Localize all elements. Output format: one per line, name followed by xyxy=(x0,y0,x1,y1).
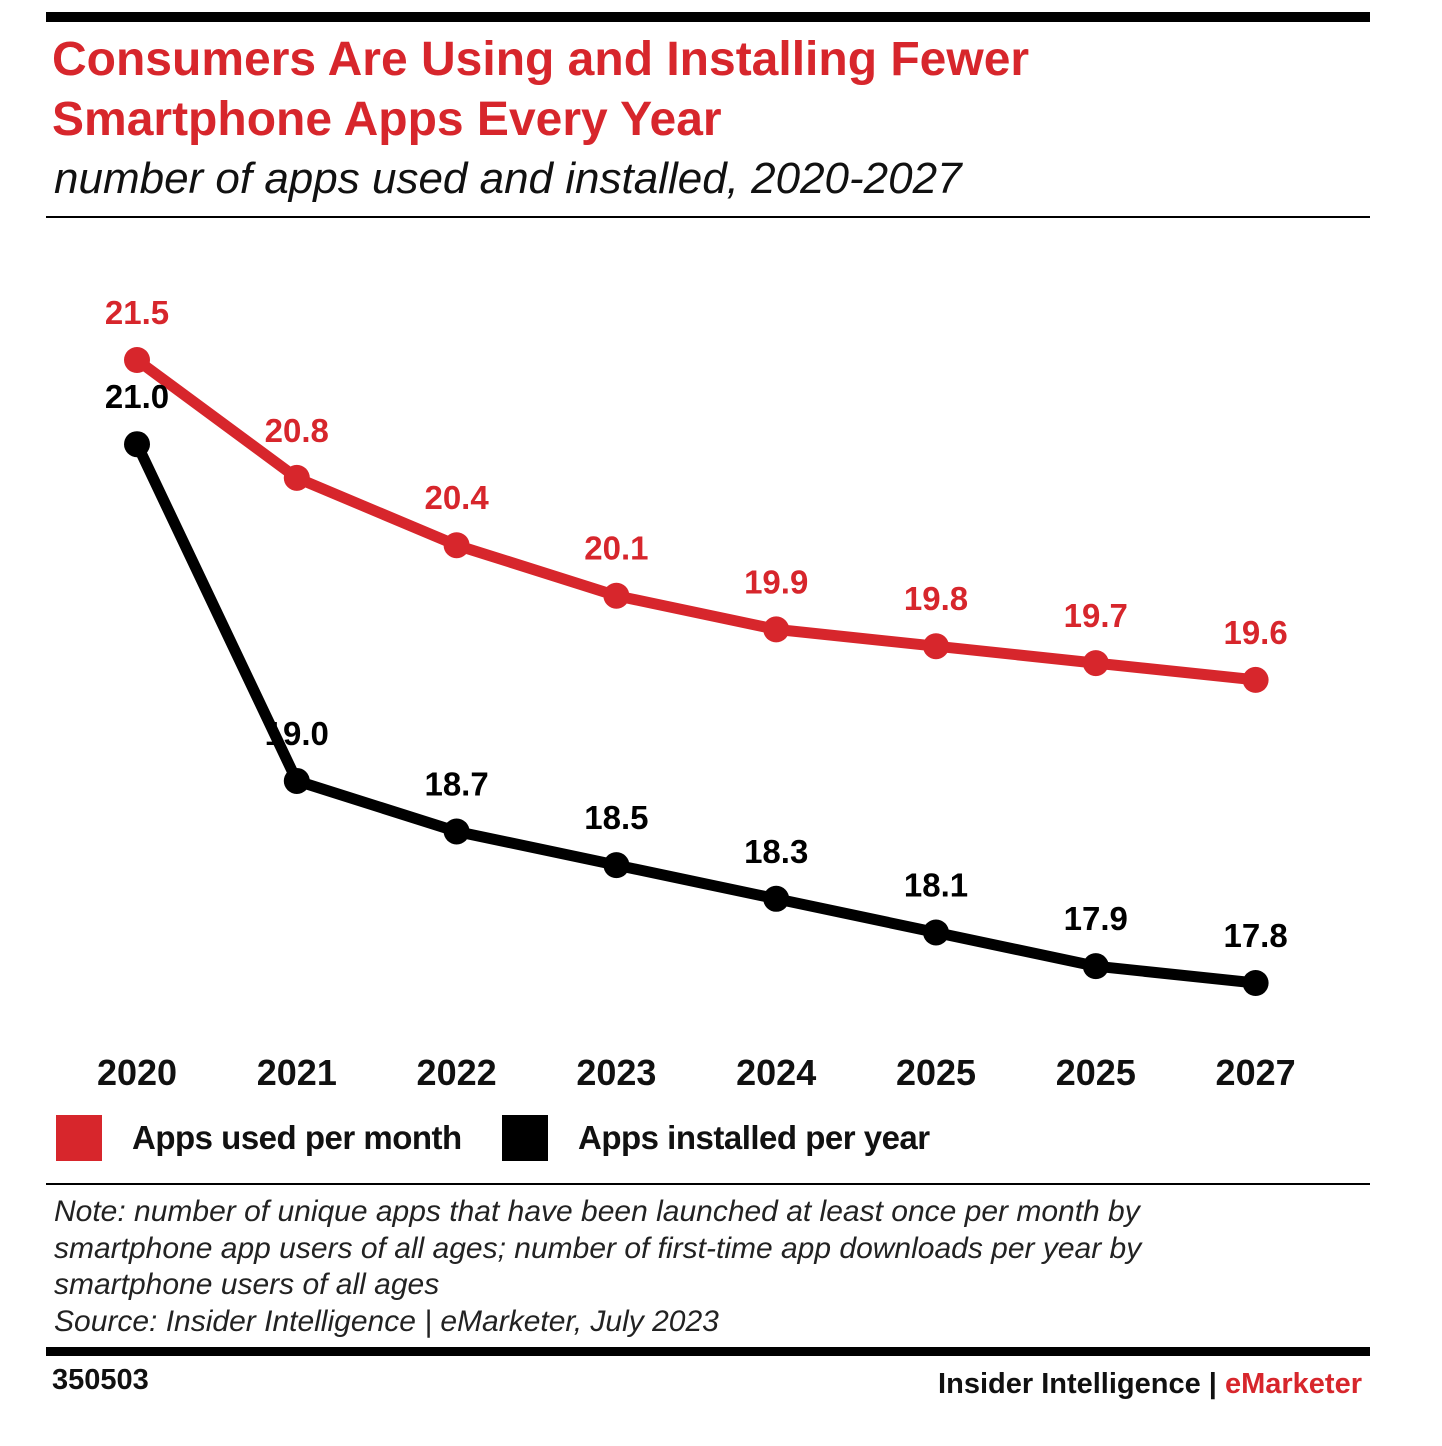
data-point-apps-installed xyxy=(763,885,790,912)
data-point-apps-used xyxy=(1242,666,1269,693)
series-line-apps-used xyxy=(131,354,1262,686)
legend-item-apps-used: Apps used per month xyxy=(56,1114,462,1162)
data-point-apps-used xyxy=(443,532,470,559)
data-label-apps-installed: 19.0 xyxy=(265,715,329,752)
note-rule xyxy=(46,1183,1370,1185)
footnote: Note: number of unique apps that have be… xyxy=(54,1194,1354,1340)
data-point-apps-used xyxy=(124,347,150,373)
top-rule xyxy=(46,12,1370,22)
legend-label-apps-used: Apps used per month xyxy=(132,1119,462,1156)
legend-label-apps-installed: Apps installed per year xyxy=(578,1119,930,1156)
data-point-apps-installed xyxy=(923,919,949,946)
chart-title: Consumers Are Using and Installing Fewer… xyxy=(52,33,1030,146)
note-line-2: smartphone app users of all ages; number… xyxy=(54,1231,1142,1265)
legend-swatch-black xyxy=(502,1115,548,1161)
data-point-apps-installed xyxy=(283,767,310,794)
data-point-apps-installed xyxy=(603,852,630,879)
data-point-apps-installed xyxy=(443,818,470,845)
data-label-apps-used: 20.8 xyxy=(265,412,329,449)
data-label-apps-used: 19.8 xyxy=(904,580,968,617)
data-label-apps-used: 20.4 xyxy=(424,479,489,516)
legend-item-apps-installed: Apps installed per year xyxy=(502,1114,930,1162)
data-label-apps-used: 19.7 xyxy=(1064,597,1128,634)
data-point-apps-used xyxy=(1082,650,1109,677)
x-tick-label: 2020 xyxy=(97,1052,177,1093)
x-tick-label: 2024 xyxy=(736,1052,816,1093)
data-point-apps-installed xyxy=(1242,970,1269,996)
data-label-apps-installed: 18.7 xyxy=(424,765,488,802)
data-label-apps-used: 21.5 xyxy=(105,294,169,331)
data-point-apps-installed xyxy=(1082,953,1109,980)
series-line-apps-installed xyxy=(131,438,1262,989)
brand-main: Insider Intelligence | xyxy=(938,1368,1225,1400)
data-point-apps-used xyxy=(283,464,310,491)
brand-accent: eMarketer xyxy=(1224,1368,1362,1400)
bottom-rule xyxy=(46,1347,1370,1356)
data-label-apps-installed: 17.8 xyxy=(1223,917,1287,954)
x-tick-label: 2025 xyxy=(896,1052,976,1093)
data-point-apps-used xyxy=(763,616,790,643)
data-label-apps-installed: 21.0 xyxy=(105,378,169,415)
x-tick-label: 2022 xyxy=(417,1052,497,1093)
x-tick-label: 2023 xyxy=(576,1052,656,1093)
data-label-apps-used: 20.1 xyxy=(584,530,648,567)
brand-logo: Insider Intelligence | eMarketer xyxy=(938,1368,1362,1401)
data-label-apps-used: 19.6 xyxy=(1223,614,1287,651)
source-line: Source: Insider Intelligence | eMarketer… xyxy=(54,1304,719,1338)
data-label-apps-installed: 17.9 xyxy=(1064,900,1128,937)
line-chart: 21.5 20.8 20.4 20.1 19.9 19.8 19.7 19.6 21.0 19.0… xyxy=(97,294,1296,1093)
data-point-apps-used xyxy=(923,633,949,660)
x-tick-label: 2025 xyxy=(1056,1052,1136,1093)
data-point-apps-used xyxy=(603,582,630,609)
legend-swatch-red xyxy=(56,1115,102,1161)
chart-subtitle: number of apps used and installed, 2020-… xyxy=(54,154,962,203)
data-point-apps-installed xyxy=(124,431,150,458)
data-label-apps-installed: 18.5 xyxy=(584,799,648,836)
chart-id: 350503 xyxy=(52,1364,149,1396)
data-label-apps-installed: 18.3 xyxy=(744,833,808,870)
subtitle-rule xyxy=(46,216,1370,218)
data-label-apps-installed: 18.1 xyxy=(904,866,968,903)
note-line-1: Note: number of unique apps that have be… xyxy=(54,1195,1140,1228)
x-tick-label: 2027 xyxy=(1216,1052,1296,1093)
note-line-3: smartphone users of all ages xyxy=(54,1268,440,1301)
data-label-apps-used: 19.9 xyxy=(744,563,808,600)
x-tick-label: 2021 xyxy=(257,1052,337,1093)
